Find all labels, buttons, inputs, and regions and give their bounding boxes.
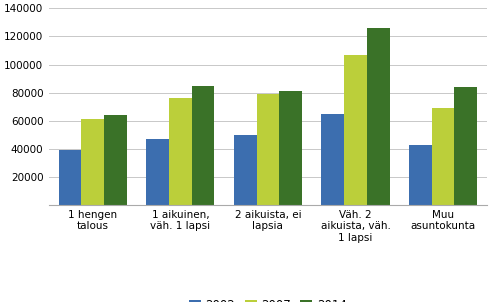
Bar	[146, 139, 169, 205]
Bar	[169, 98, 191, 205]
Bar	[409, 145, 432, 205]
Bar	[455, 87, 477, 205]
Bar	[256, 94, 279, 205]
Bar	[58, 150, 82, 205]
Bar	[82, 119, 104, 205]
Bar	[367, 28, 390, 205]
Bar	[234, 135, 256, 205]
Bar	[344, 55, 367, 205]
Bar	[432, 108, 455, 205]
Bar	[279, 91, 302, 205]
Bar	[104, 115, 127, 205]
Bar	[191, 86, 215, 205]
Bar	[321, 114, 344, 205]
Legend: 2002, 2007, 2014: 2002, 2007, 2014	[184, 294, 352, 302]
